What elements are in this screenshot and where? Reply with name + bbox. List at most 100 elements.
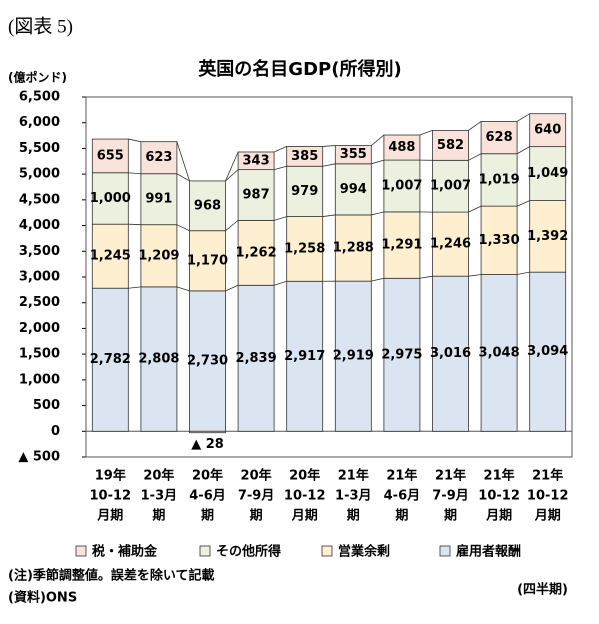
value-label: 623	[145, 150, 172, 165]
connector-line	[419, 275, 433, 279]
value-label: 3,094	[527, 344, 568, 359]
connector-line	[273, 165, 287, 171]
x-tick-label: 10-12	[90, 489, 132, 504]
bar-segment	[432, 159, 469, 213]
x-tick-label: 1-3月	[141, 489, 178, 504]
value-label: 968	[194, 198, 221, 213]
connector-line	[128, 223, 141, 226]
x-tick-label: 20年	[289, 468, 320, 484]
connector-line	[371, 211, 384, 216]
bar-segment	[480, 121, 518, 155]
y-tick-label: 4,500	[19, 192, 60, 207]
legend-swatch	[439, 545, 451, 557]
value-label: 2,917	[284, 349, 325, 364]
bar-segment	[91, 172, 129, 225]
x-tick-label: 20年	[143, 468, 174, 484]
legend-label: 雇用者報酬	[456, 544, 521, 560]
x-tick-label: 10-12	[284, 489, 326, 504]
connector-line	[225, 151, 239, 182]
legend-swatch	[199, 545, 211, 557]
y-tick-label: 2,000	[19, 321, 60, 336]
bar-segment	[286, 146, 324, 167]
x-tick-label: 期	[444, 509, 457, 524]
connector-line	[322, 163, 336, 167]
value-label: 1,330	[479, 233, 520, 248]
bar-segment	[383, 277, 421, 432]
connector-line	[371, 277, 384, 282]
connector-line	[419, 130, 433, 136]
x-tick-label: 期	[250, 509, 263, 524]
connector-line	[371, 134, 385, 146]
y-tick-label: 2,500	[19, 295, 60, 310]
y-tick-label: 1,000	[19, 372, 60, 387]
bar-segment	[383, 134, 421, 161]
value-label: 991	[145, 192, 172, 207]
bar-segment	[189, 230, 226, 292]
value-label: 1,007	[381, 178, 422, 193]
x-tick-label: 10-12	[527, 489, 569, 504]
bar-segment	[91, 223, 129, 289]
connector-line	[128, 286, 141, 289]
value-label: 987	[243, 187, 270, 202]
value-label: 1,000	[90, 191, 131, 206]
x-tick-label: 4-6月	[189, 489, 226, 504]
connector-line	[322, 145, 336, 147]
value-label: 3,016	[430, 346, 471, 361]
legend-swatch	[75, 545, 87, 557]
legend-label: 営業余剰	[338, 544, 390, 560]
connector-line	[176, 224, 190, 232]
x-tick-label: 月期	[291, 509, 318, 524]
y-tick-label: 1,500	[19, 347, 60, 362]
value-label: 1,392	[527, 229, 568, 244]
legend-label: 税・補助金	[92, 544, 158, 560]
bar-segment	[140, 286, 178, 432]
bar-segment	[237, 219, 275, 286]
connector-line	[225, 284, 239, 292]
value-label: 628	[486, 130, 513, 145]
value-label: 343	[243, 153, 270, 168]
bar-segment	[334, 163, 372, 216]
connector-line	[516, 200, 530, 207]
bar-segment	[189, 180, 226, 232]
x-tick-label: 期	[152, 509, 165, 524]
x-tick-label: 21年	[484, 468, 515, 484]
value-label: 1,262	[236, 245, 277, 260]
y-tick-label: 500	[33, 398, 60, 413]
value-label: 994	[340, 182, 367, 197]
bar-segment	[432, 129, 469, 161]
value-label: 2,808	[138, 352, 179, 367]
value-label: 640	[534, 123, 561, 138]
value-label: 1,246	[430, 237, 471, 252]
x-tick-label: 21年	[386, 468, 417, 484]
x-tick-label: 7-9月	[432, 489, 469, 504]
value-label: 2,839	[236, 351, 277, 366]
bar-segment	[529, 146, 567, 201]
x-tick-label: 21年	[435, 468, 466, 484]
plot-frame	[85, 96, 573, 458]
connector-line	[468, 153, 482, 161]
bar-segment	[480, 205, 518, 275]
bar-segment	[140, 173, 178, 226]
bar-segment	[383, 211, 421, 279]
x-tick-label: 月期	[485, 509, 512, 524]
connector-line	[516, 146, 530, 155]
value-label: 385	[291, 149, 318, 164]
connector-line	[128, 138, 141, 143]
bar-segment	[334, 280, 372, 432]
bar-segment	[140, 224, 178, 288]
bar-segment	[91, 287, 129, 432]
value-label: 488	[388, 140, 415, 155]
y-tick-label: 6,500	[19, 90, 60, 105]
connector-line	[322, 214, 336, 217]
value-label: 1,019	[479, 172, 520, 187]
connector-line	[273, 146, 287, 153]
value-label: ▲ 28	[191, 437, 224, 452]
value-label: 1,209	[138, 248, 179, 263]
legend-swatch	[321, 545, 333, 557]
y-tick-label: 6,000	[19, 115, 60, 130]
value-label: 582	[437, 138, 464, 153]
bar-segment	[529, 200, 567, 273]
x-tick-label: 月期	[534, 509, 561, 524]
figure-label: (図表 5)	[8, 15, 73, 37]
value-label: 1,288	[333, 241, 374, 256]
